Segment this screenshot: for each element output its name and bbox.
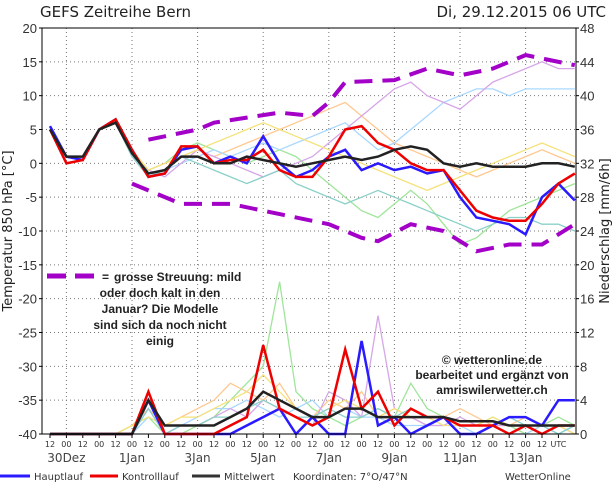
annotation-line: grosse Streuung: mild [114,270,241,284]
y2-tick-label: 36 [580,123,594,138]
brand: WetterOnline [505,472,571,483]
run-time: Di, 29.12.2015 06 UTC [437,3,607,21]
y-tick-label: -10 [18,224,37,239]
x-hour-label: UTC [550,440,566,449]
x-date-label: 1Jan [119,451,145,465]
y-tick-label: 5 [30,123,37,138]
x-hour-label: 00 [94,440,104,449]
spread-envelope-lower [131,181,576,254]
y-axis-label: Temperatur 850 hPa [°C] [1,150,16,312]
y2-tick-label: 40 [580,89,594,104]
x-hour-label: 00 [291,440,301,449]
chart-title: GEFS Zeitreihe Bern [40,3,191,21]
x-hour-label: 00 [160,440,170,449]
x-hour-label: 12 [439,440,449,449]
x-date-label: 5Jan [250,451,276,465]
y2-tick-label: 12 [580,326,594,341]
x-date-label: 7Jan [316,451,342,465]
x-hour-label: 12 [143,440,153,449]
x-hour-label: 12 [275,440,285,449]
y-tick-label: -25 [18,326,37,341]
y-tick-label: 20 [23,21,37,36]
x-hour-label: 12 [373,440,383,449]
legend-label: Hauptlauf [34,472,83,483]
annotation-line: sind sich da noch nicht [93,318,226,332]
x-hour-label: 12 [242,440,252,449]
y2-tick-label: 24 [580,224,594,239]
x-hour-label: 12 [340,440,350,449]
credit-line: amriswilerwetter.ch [436,383,547,397]
x-hour-label: 12 [78,440,88,449]
x-hour-label: 00 [193,440,203,449]
x-hour-label: 12 [209,440,219,449]
y-tick-label: 0 [30,156,37,171]
x-hour-label: 00 [258,440,268,449]
x-date-label: 3Jan [185,451,211,465]
x-hour-label: 00 [389,440,399,449]
credit: © wetteronline.de bearbeitet und ergänzt… [415,353,568,397]
y2-tick-label: 4 [580,393,587,408]
x-hour-label: 12 [537,440,547,449]
y2-tick-label: 8 [580,359,587,374]
x-hour-label: 12 [45,440,55,449]
y2-tick-label: 48 [580,21,594,36]
ensemble-temp-line [49,61,575,178]
y2-tick-label: 32 [580,156,594,171]
y-tick-label: -20 [18,292,37,307]
ensemble-temp-line [49,121,576,232]
x-hour-label: 12 [307,440,317,449]
spread-envelope-upper [147,53,576,142]
x-hour-label: 00 [455,440,465,449]
x-hour-label: 00 [422,440,432,449]
y2-axis-label: Niederschlag [mm/6h] [598,158,612,303]
annotation-symbol: = [102,270,109,284]
y2-tick-label: 44 [580,55,594,70]
y2-tick-label: 16 [580,292,594,307]
coordinates: Koordinaten: 7°O/47°N [293,472,408,483]
x-hour-label: 00 [521,440,531,449]
annotation-line: einig [146,334,174,348]
x-hour-label: 00 [225,440,235,449]
y-tick-label: -15 [18,258,37,273]
mittelwert-temp-line [48,121,576,175]
x-date-label: 30Dez [47,451,85,465]
y2-tick-label: 20 [580,258,594,273]
x-hour-label: 00 [488,440,498,449]
x-hour-label: 00 [324,440,334,449]
x-hour-label: 00 [127,440,137,449]
x-hour-label: 12 [504,440,514,449]
y-tick-label: -5 [25,190,37,205]
y-tick-label: -40 [18,427,37,442]
x-date-label: 11Jan [443,451,477,465]
x-hour-label: 12 [406,440,416,449]
x-date-label: 9Jan [381,451,407,465]
mittelwert-precip-line [50,390,575,436]
annotation-line: oder doch kalt in den [100,286,221,300]
y-tick-label: -35 [18,393,37,408]
credit-line: © wetteronline.de [442,353,543,367]
x-hour-label: 12 [176,440,186,449]
y-tick-label: 15 [23,55,37,70]
y-tick-label: 10 [23,89,37,104]
credit-line: bearbeitet und ergänzt von [415,368,568,382]
annotation: = grosse Streuung: mild oder doch kalt i… [47,270,241,348]
x-hour-label: 12 [471,440,481,449]
x-hour-label: 00 [61,440,71,449]
y2-tick-label: 28 [580,190,594,205]
ensemble-temp-line [49,121,576,246]
y-tick-label: -30 [18,359,37,374]
plot-frame [41,27,577,435]
legend-label: Kontrolllauf [122,472,179,483]
annotation-line: Januar? Die Modelle [102,302,219,316]
x-hour-label: 12 [111,440,121,449]
x-date-label: 13Jan [509,451,543,465]
y2-tick-label: 0 [580,427,587,442]
legend: Hauptlauf Kontrolllauf Mittelwert Koordi… [0,472,571,483]
legend-label: Mittelwert [224,472,275,483]
x-hour-label: 00 [357,440,367,449]
